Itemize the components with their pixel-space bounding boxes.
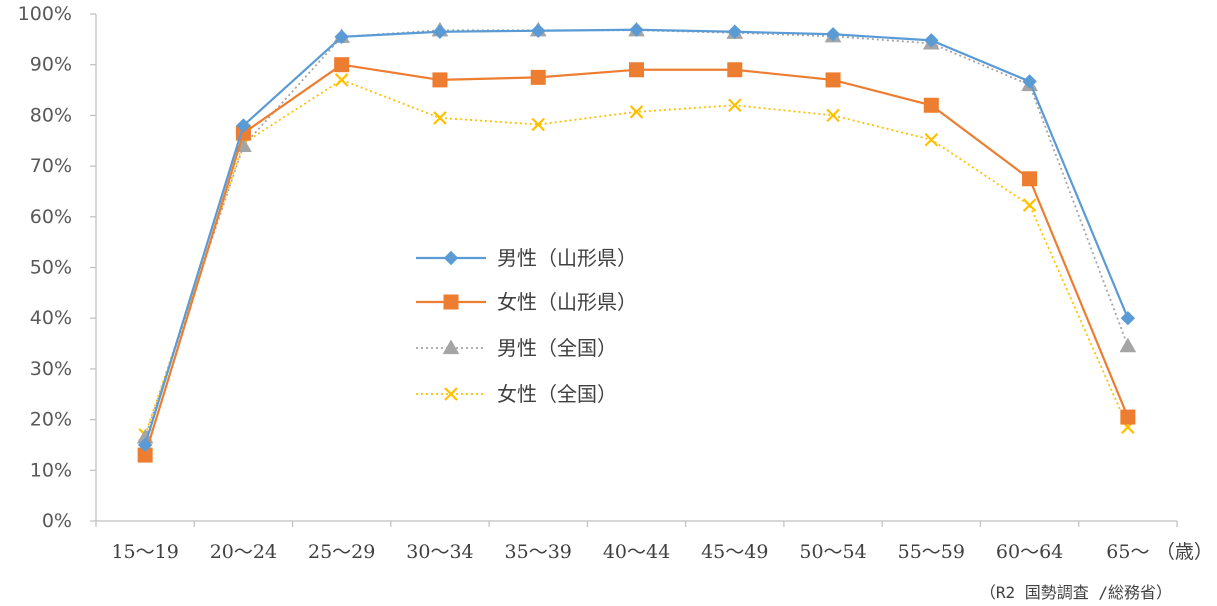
source-note: （R2 国勢調査 /総務省） [980, 583, 1172, 602]
square-marker [825, 72, 841, 88]
square-marker [1022, 171, 1038, 187]
legend-label: 女性（全国） [497, 382, 617, 406]
legend-label: 男性（全国） [497, 336, 617, 360]
diamond-marker [924, 33, 939, 48]
series-1 [137, 57, 1136, 463]
square-marker [443, 294, 459, 310]
x-axis-category-label: 20～24 [210, 541, 277, 563]
legend: 男性（山形県） 女性（山形県） 男性（全国） 女性（全国） [416, 246, 637, 406]
square-marker [629, 62, 644, 78]
legend-item: 男性（山形県） [416, 246, 637, 270]
x-axis-category-label: 35～39 [505, 541, 572, 563]
legend-item: 男性（全国） [416, 336, 617, 360]
x-axis-category-label: 30～34 [406, 541, 473, 563]
y-axis-tick-label: 30% [30, 358, 72, 380]
y-axis-tick-label: 50% [30, 257, 72, 279]
x-axis-category-label: 40～44 [603, 541, 670, 563]
y-axis-tick-label: 10% [30, 459, 72, 481]
legend-label: 女性（山形県） [497, 290, 637, 314]
series-layer [136, 21, 1137, 463]
x-marker [444, 387, 458, 401]
diamond-marker [236, 118, 251, 133]
x-marker [1022, 198, 1037, 212]
x-marker [924, 132, 939, 147]
y-axis-tick-label: 60% [30, 206, 72, 228]
diamond-marker [825, 27, 841, 42]
x-marker [727, 98, 742, 113]
x-axis-category-label: 55～59 [898, 541, 965, 563]
diamond-marker [137, 437, 153, 453]
x-axis-ticks: 15～19 20～24 25～29 30～34 35～39 40～44 45～49 50～54… [95, 521, 1178, 563]
y-axis-tick-label: 40% [30, 307, 72, 329]
x-marker [433, 111, 447, 125]
diamond-marker [727, 24, 742, 39]
x-marker [531, 117, 546, 132]
square-marker [530, 69, 546, 85]
x-axis-category-label: 60～64 [996, 541, 1063, 563]
x-marker [826, 108, 840, 123]
legend-item: 女性（全国） [416, 382, 617, 406]
triangle-marker [442, 339, 460, 355]
series-line [144, 78, 1129, 436]
triangle-marker [1119, 337, 1137, 353]
y-axis-ticks: 0% 10% 20% 30% 40% 50% 60% 70% 80% 90% 100% [18, 3, 96, 532]
square-marker [334, 57, 350, 73]
x-axis-category-label: 45～49 [701, 541, 768, 563]
x-axis-category-label: 65～ [1106, 541, 1149, 563]
x-axis-category-label: 25～29 [308, 541, 375, 563]
y-axis-tick-label: 100% [18, 3, 72, 25]
y-axis-tick-label: 80% [30, 104, 72, 126]
square-marker [1120, 409, 1136, 425]
diamond-marker [443, 250, 459, 266]
diamond-marker [629, 22, 644, 37]
y-axis-tick-label: 90% [30, 54, 72, 76]
diamond-marker [1120, 310, 1136, 326]
square-marker [727, 62, 743, 78]
diamond-marker [432, 24, 448, 39]
diamond-marker [531, 23, 546, 38]
legend-item: 女性（山形県） [416, 290, 637, 314]
axes: 0% 10% 20% 30% 40% 50% 60% 70% 80% 90% 100% 15～19 2… [18, 3, 1178, 563]
series-line [144, 29, 1129, 438]
diamond-marker [334, 29, 349, 45]
y-axis-tick-label: 70% [30, 155, 72, 177]
x-axis-unit-label: （歳） [1156, 541, 1213, 563]
x-axis-category-label: 50～54 [799, 541, 866, 563]
y-axis-tick-label: 0% [42, 510, 72, 532]
y-axis-tick-label: 20% [30, 409, 72, 431]
x-marker [629, 105, 644, 119]
diamond-marker [1022, 74, 1037, 89]
x-marker [334, 73, 349, 87]
square-marker [432, 72, 448, 88]
square-marker [923, 97, 939, 113]
x-axis-category-label: 15～19 [111, 541, 178, 563]
legend-label: 男性（山形県） [497, 246, 637, 270]
series-0 [137, 22, 1136, 453]
